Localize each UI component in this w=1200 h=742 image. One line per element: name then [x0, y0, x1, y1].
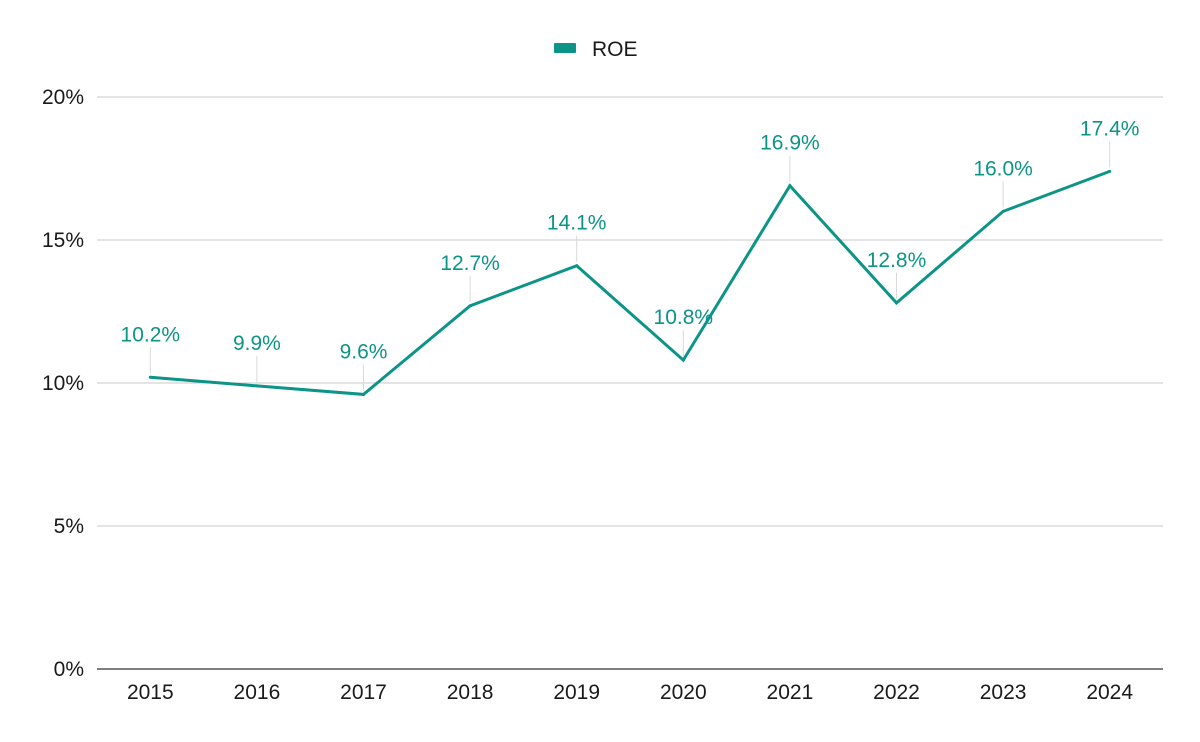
- gridlines: [97, 96, 1163, 527]
- data-point-2021: [788, 184, 792, 188]
- data-label: 16.0%: [973, 157, 1033, 180]
- data-point-2022: [895, 301, 898, 305]
- x-tick-label: 2016: [234, 681, 281, 704]
- y-tick-label: 20%: [42, 86, 84, 109]
- data-point-2023: [1001, 209, 1005, 213]
- data-point-2016: [255, 384, 259, 388]
- x-tick-label: 2024: [1086, 681, 1133, 704]
- x-tick-label: 2020: [660, 681, 707, 704]
- axes: 0% 5% 10% 15% 20% 2015 2016 2017 2018 2019 2020 202…: [42, 86, 1163, 704]
- data-point-2018: [468, 304, 472, 308]
- x-tick-label: 2021: [767, 681, 814, 704]
- x-tick-label: 2022: [873, 681, 920, 704]
- x-tick-label: 2019: [553, 681, 600, 704]
- data-label: 12.8%: [867, 249, 927, 272]
- x-tick-label: 2018: [447, 681, 494, 704]
- y-tick-label: 0%: [54, 658, 84, 681]
- y-tick-label: 15%: [42, 229, 84, 252]
- series-roe: [148, 169, 1112, 396]
- data-point-2020: [681, 358, 685, 362]
- data-labels: 10.2% 9.9% 9.6% 12.7% 14.1% 10.8% 16.9% 12.8% 16…: [121, 117, 1140, 391]
- data-label: 17.4%: [1080, 117, 1140, 140]
- y-tick-label: 5%: [54, 515, 84, 538]
- data-label: 10.2%: [121, 323, 181, 346]
- legend-label-roe: ROE: [592, 38, 638, 61]
- data-point-2024: [1108, 169, 1112, 173]
- data-label: 9.9%: [233, 332, 281, 355]
- data-label: 16.9%: [760, 132, 820, 155]
- data-point-2017: [362, 392, 365, 396]
- data-point-2015: [148, 375, 152, 379]
- x-tick-label: 2015: [127, 681, 174, 704]
- data-label: 12.7%: [440, 252, 500, 275]
- data-label: 14.1%: [547, 212, 607, 235]
- data-label: 9.6%: [340, 340, 388, 363]
- x-tick-label: 2023: [980, 681, 1027, 704]
- x-tick-label: 2017: [340, 681, 387, 704]
- legend: ROE: [554, 38, 638, 61]
- data-point-2019: [575, 264, 579, 268]
- data-label: 10.8%: [654, 306, 714, 329]
- legend-swatch-roe: [554, 43, 576, 53]
- y-tick-label: 10%: [42, 372, 84, 395]
- series-line-roe: [150, 169, 1111, 396]
